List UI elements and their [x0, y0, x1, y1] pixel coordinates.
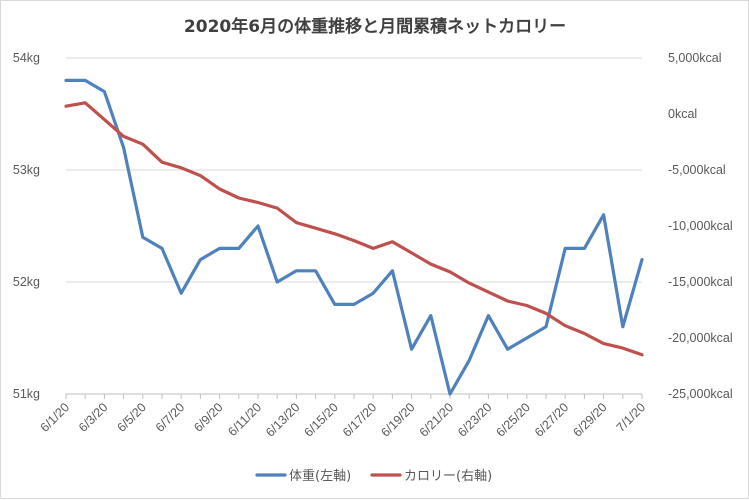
right-tick-label: -10,000kcal	[668, 219, 733, 233]
x-tick-label: 6/13/20	[263, 400, 302, 439]
right-tick-label: 0kcal	[668, 107, 697, 121]
right-tick-label: -5,000kcal	[668, 163, 726, 177]
series-lines	[64, 78, 644, 396]
x-tick-label: 6/19/20	[378, 400, 417, 439]
right-axis-ticks: -25,000kcal -20,000kcal -15,000kcal -10,000…	[668, 51, 733, 401]
weight-series-line	[64, 78, 644, 396]
x-tick-label: 6/15/20	[302, 400, 341, 439]
x-tick-label: 6/25/20	[494, 400, 533, 439]
right-tick-label: -20,000kcal	[668, 331, 733, 345]
gridlines	[66, 57, 642, 395]
x-tick-label: 6/29/20	[570, 400, 609, 439]
right-tick-label: 5,000kcal	[668, 51, 722, 65]
x-tick-label: 7/1/20	[614, 400, 649, 435]
x-tick-label: 6/27/20	[532, 400, 571, 439]
chart-title: 2020年6月の体重推移と月間累積ネットカロリー	[184, 16, 566, 37]
x-tick-label: 6/9/20	[191, 400, 226, 435]
x-axis-ticks: 6/1/20 6/3/20 6/5/20 6/7/20 6/9/20 6/11/20 6/1…	[38, 400, 649, 439]
left-tick-label: 51kg	[13, 387, 40, 401]
left-tick-label: 52kg	[13, 275, 40, 289]
x-tick-label: 6/11/20	[225, 400, 264, 439]
x-tick-label: 6/3/20	[76, 400, 111, 435]
x-tick-label: 6/23/20	[455, 400, 494, 439]
x-tick-label: 6/5/20	[114, 400, 149, 435]
legend-label: カロリー(右軸)	[404, 469, 492, 484]
legend: 体重(左軸) カロリー(右軸)	[255, 468, 492, 484]
x-tick-label: 6/1/20	[38, 400, 73, 435]
right-tick-label: -25,000kcal	[668, 387, 733, 401]
right-tick-label: -15,000kcal	[668, 275, 733, 289]
left-axis-ticks: 51kg 52kg 53kg 54kg	[13, 51, 40, 401]
left-tick-label: 53kg	[13, 163, 40, 177]
x-tick-label: 6/17/20	[340, 400, 379, 439]
axes	[65, 393, 643, 399]
calorie-series-line	[64, 101, 644, 357]
left-tick-label: 54kg	[13, 51, 40, 65]
x-tick-label: 6/7/20	[153, 400, 188, 435]
x-tick-label: 6/21/20	[417, 400, 456, 439]
legend-label: 体重(左軸)	[289, 468, 351, 484]
